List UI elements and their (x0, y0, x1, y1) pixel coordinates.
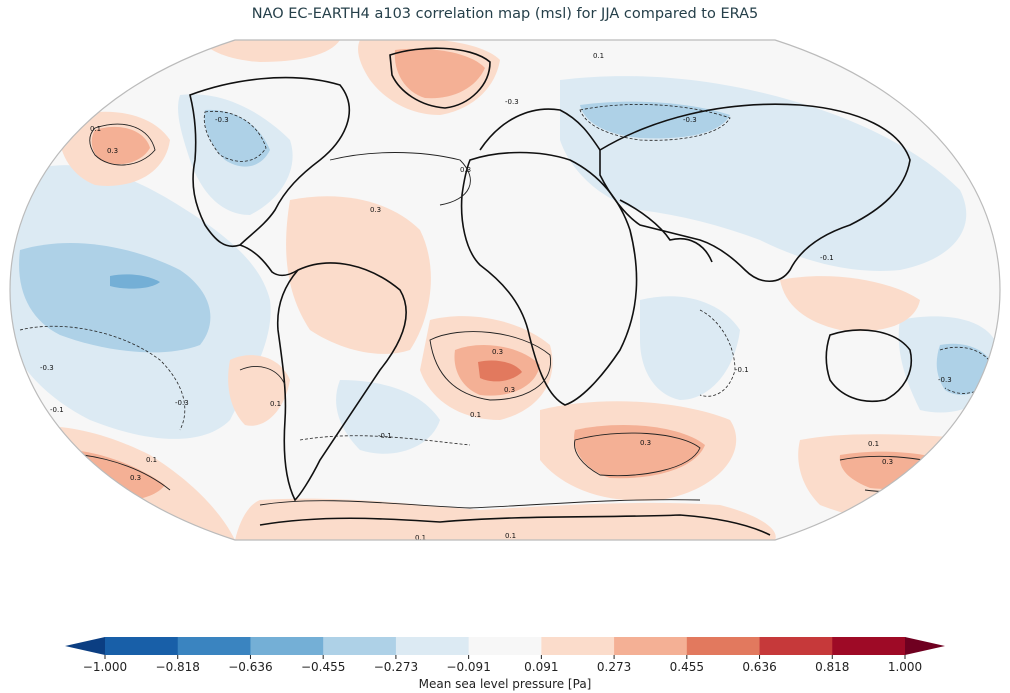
contour-label-pacific-south: -0.3 (175, 399, 189, 407)
colorbar-bins (65, 637, 945, 655)
contour-label-southeast-pacific-outer: 0.1 (146, 456, 157, 464)
contour-label-southwest-pacific-outer: 0.1 (868, 440, 879, 448)
contour-label-pacific: -0.3 (40, 364, 54, 372)
colorbar-tick-label: −0.273 (374, 660, 418, 674)
contour-label-antarctic-2: 0.1 (505, 532, 516, 540)
contour-label-antarctic-1: 0.1 (415, 534, 426, 542)
map-border (9, 39, 1001, 541)
pacific-darker-patch (110, 274, 160, 289)
antarctica-coast (259, 514, 771, 536)
contour-solid-east-pacific (239, 366, 286, 386)
indian-ocean-negative (640, 296, 740, 400)
map-title: NAO EC-EARTH4 a103 correlation map (msl)… (251, 6, 759, 22)
colorbar-tick-label: 0.273 (597, 660, 631, 674)
contour-label-greenland: 0.1 (593, 52, 604, 60)
contour-label-south-atlantic-peak: 0.3 (504, 386, 515, 394)
colorbar-bin (177, 637, 251, 655)
europe-africa-coast (460, 151, 638, 406)
colorbar-tick-label: −0.818 (156, 660, 200, 674)
contour-label-south-indian: 0.3 (640, 439, 651, 447)
field-layer: 0.3 0.1 -0.3 0.3 0.3 0.1 0.3 0.3 0.1 0.3… (10, 40, 1000, 542)
south-america-coast (276, 262, 407, 502)
south-atlantic-negative (336, 380, 440, 454)
colorbar-ticks: −1.000 −0.818 −0.636 −0.455 −0.273 −0.091 0.09… (83, 655, 922, 674)
contour-label-north-atlantic: 0.3 (460, 166, 471, 174)
europe-north-coast (479, 108, 601, 151)
colorbar-bin (541, 637, 615, 655)
contour-label-asia: -0.1 (820, 254, 834, 262)
contour-label-southeast-pacific: 0.3 (130, 474, 141, 482)
antarctic-positive-strip (235, 498, 776, 540)
contour-dashed-canada (203, 110, 267, 162)
negative-contour-lines (19, 104, 996, 446)
contour-label-south-atlantic: 0.3 (492, 348, 503, 356)
contour-dashed-indian (699, 309, 736, 397)
colorbar-bin (686, 637, 761, 655)
colorbar-tick-label: −0.455 (301, 660, 345, 674)
colorbar-bin (323, 637, 397, 655)
arctic-positive-strip (200, 40, 340, 62)
alaska-positive-core (91, 126, 150, 165)
coastlines (189, 47, 912, 536)
australia-coast (825, 329, 912, 403)
north-america-coast (189, 76, 351, 247)
colorbar: −1.000 −0.818 −0.636 −0.455 −0.273 −0.091 0.09… (65, 637, 945, 691)
colorbar-tick-label: 0.091 (524, 660, 558, 674)
contour-solid-south-atlantic (429, 331, 551, 401)
colorbar-tick-label: 1.000 (888, 660, 922, 674)
contour-label-arctic: -0.3 (505, 98, 519, 106)
colorbar-tick-label: −0.091 (446, 660, 490, 674)
contour-label-south-atlantic-outer: 0.1 (470, 411, 481, 419)
atlantic-tropical-positive (286, 196, 431, 354)
colorbar-bin (614, 637, 688, 655)
siberia-negative-core (580, 101, 730, 139)
contour-label-indian: -0.1 (735, 366, 749, 374)
south-indian-positive-core (574, 425, 705, 479)
pacific-core-negative (19, 242, 211, 353)
colorbar-tick-label: 0.455 (670, 660, 704, 674)
colorbar-label: Mean sea level pressure [Pa] (419, 677, 592, 691)
contour-dashed-southern-ocean (299, 435, 471, 446)
colorbar-bin (832, 637, 906, 655)
contour-label-siberia: -0.3 (683, 116, 697, 124)
contour-label-alaska-outer: 0.1 (90, 125, 101, 133)
colorbar-tick-label: 0.818 (815, 660, 849, 674)
contour-label-alaska: 0.3 (107, 147, 118, 155)
colorbar-tick-label: 0.636 (742, 660, 776, 674)
indonesia-positive (780, 276, 920, 332)
contour-label-east-pacific: 0.1 (270, 400, 281, 408)
colorbar-bin (250, 637, 324, 655)
contour-label-north-atlantic-2: 0.3 (370, 206, 381, 214)
canada-negative-core (204, 109, 270, 167)
contour-solid-antarctic (259, 499, 701, 509)
contour-label-southwest-pacific: 0.3 (882, 458, 893, 466)
contour-label-pacific-outer: -0.1 (50, 406, 64, 414)
greenland-positive-core (394, 48, 485, 99)
colorbar-under-arrow (65, 637, 105, 655)
colorbar-over-arrow (905, 637, 945, 655)
contour-solid-south-indian (574, 432, 701, 476)
colorbar-bin (105, 637, 179, 655)
colorbar-bin (395, 637, 470, 655)
contour-label-tasman: -0.3 (938, 376, 952, 384)
contour-label-southern-ocean: -0.1 (378, 432, 392, 440)
contour-label-group: 0.3 0.1 -0.3 0.3 0.3 0.1 0.3 0.3 0.1 0.3… (40, 52, 952, 542)
south-atlantic-positive-peak (478, 360, 522, 382)
greenland-coast (389, 47, 491, 109)
east-pacific-positive (228, 355, 290, 426)
contour-dashed-pacific (19, 325, 186, 431)
colorbar-bin (468, 637, 542, 655)
arabia-india-coast (619, 199, 713, 263)
colorbar-tick-label: −0.636 (228, 660, 272, 674)
correlation-map: 0.3 0.1 -0.3 0.3 0.3 0.1 0.3 0.3 0.1 0.3… (9, 39, 1001, 542)
contour-label-canada: -0.3 (215, 116, 229, 124)
contour-dashed-siberia (579, 104, 731, 141)
colorbar-tick-label: −1.000 (83, 660, 127, 674)
contour-solid-alaska (89, 123, 156, 166)
colorbar-bin (759, 637, 833, 655)
central-america-coast (239, 244, 299, 277)
contour-solid-north-atlantic (329, 152, 471, 206)
